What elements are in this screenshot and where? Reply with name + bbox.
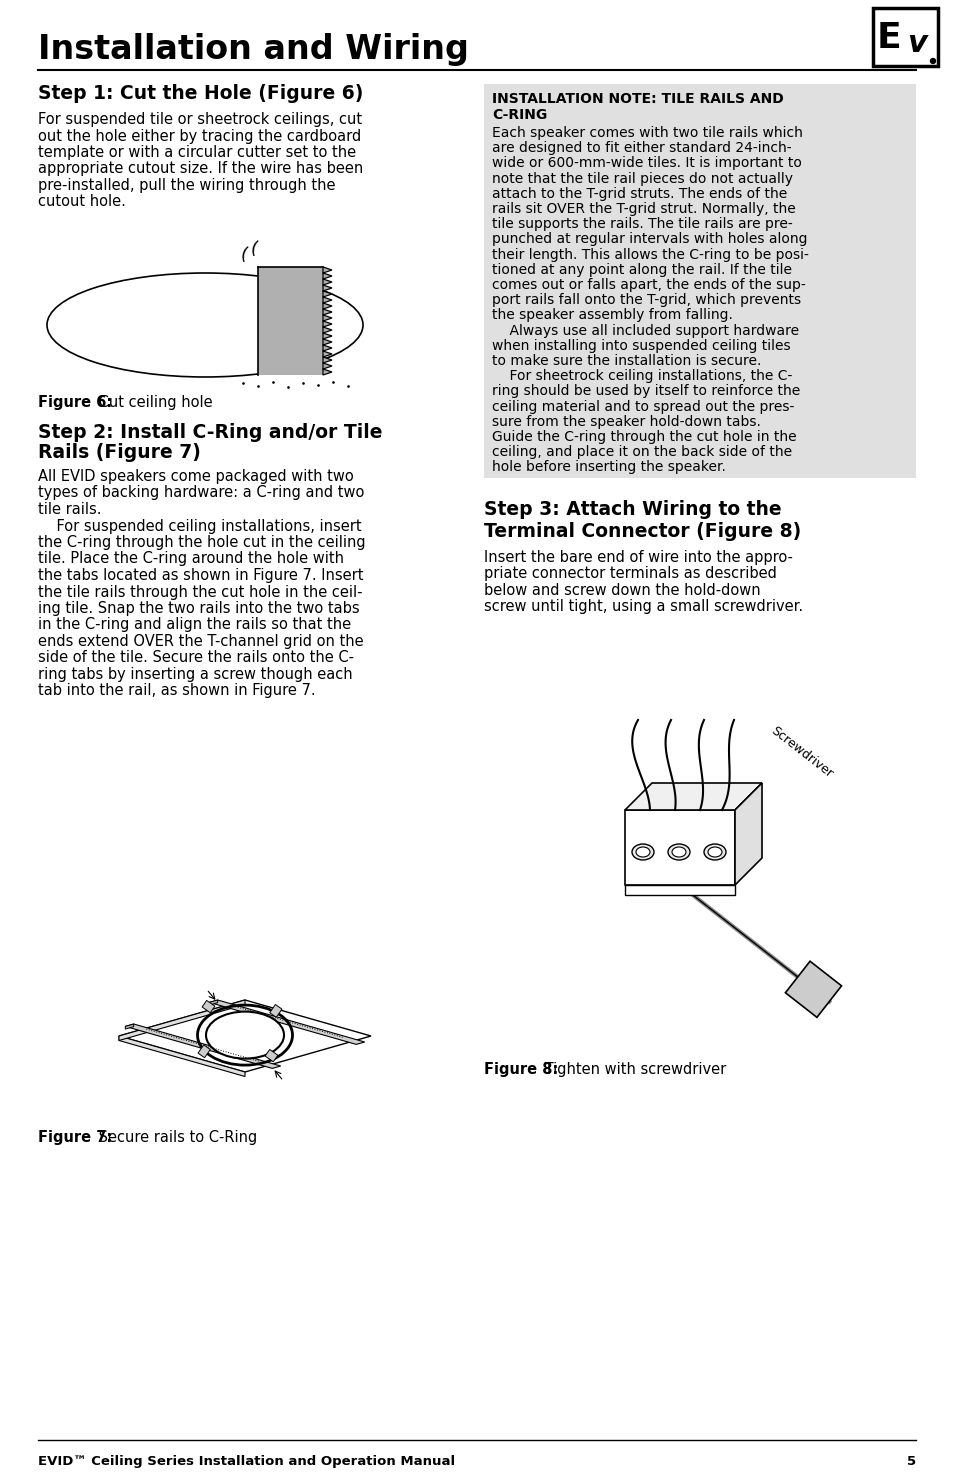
Polygon shape [784,962,841,1018]
Bar [257,267,323,375]
Text: tioned at any point along the rail. If the tile: tioned at any point along the rail. If t… [492,263,791,277]
Polygon shape [119,1035,245,1077]
Polygon shape [734,783,761,885]
Text: EVID™ Ceiling Series Installation and Operation Manual: EVID™ Ceiling Series Installation and Op… [38,1454,455,1468]
Text: their length. This allows the C-ring to be posi-: their length. This allows the C-ring to … [492,248,808,261]
Circle shape [929,59,935,63]
Text: Terminal Connector (Figure 8): Terminal Connector (Figure 8) [483,522,801,541]
Text: note that the tile rail pieces do not actually: note that the tile rail pieces do not ac… [492,171,792,186]
Text: tile rails.: tile rails. [38,502,101,518]
Text: Insert the bare end of wire into the appro-: Insert the bare end of wire into the app… [483,550,792,565]
Ellipse shape [707,847,721,857]
Polygon shape [323,267,332,375]
Bar [270,1004,282,1018]
Text: comes out or falls apart, the ends of the sup-: comes out or falls apart, the ends of th… [492,277,805,292]
Text: Step 2: Install C-Ring and/or Tile: Step 2: Install C-Ring and/or Tile [38,423,382,442]
Text: below and screw down the hold-down: below and screw down the hold-down [483,583,760,597]
Text: ring should be used by itself to reinforce the: ring should be used by itself to reinfor… [492,385,800,398]
Text: the C-ring through the hole cut in the ceiling: the C-ring through the hole cut in the c… [38,535,365,550]
Bar [872,7,937,66]
Text: Rails (Figure 7): Rails (Figure 7) [38,442,201,462]
Text: ceiling material and to spread out the pres-: ceiling material and to spread out the p… [492,400,794,413]
Bar [624,885,734,895]
Text: attach to the T-grid struts. The ends of the: attach to the T-grid struts. The ends of… [492,187,786,201]
Text: 5: 5 [906,1454,915,1468]
Polygon shape [119,1000,245,1040]
Polygon shape [209,1000,364,1044]
Text: Figure 6:: Figure 6: [38,395,112,410]
Text: tab into the rail, as shown in Figure 7.: tab into the rail, as shown in Figure 7. [38,683,315,699]
Polygon shape [209,1000,217,1004]
Text: sure from the speaker hold-down tabs.: sure from the speaker hold-down tabs. [492,414,760,429]
Text: Screwdriver: Screwdriver [767,724,834,780]
Text: when installing into suspended ceiling tiles: when installing into suspended ceiling t… [492,339,790,353]
Ellipse shape [47,273,363,378]
Text: the speaker assembly from falling.: the speaker assembly from falling. [492,308,732,323]
Text: Figure 8:: Figure 8: [483,1062,558,1077]
Text: INSTALLATION NOTE: TILE RAILS AND: INSTALLATION NOTE: TILE RAILS AND [492,91,783,106]
Ellipse shape [671,847,685,857]
Text: Step 1: Cut the Hole (Figure 6): Step 1: Cut the Hole (Figure 6) [38,84,363,103]
Text: All EVID speakers come packaged with two: All EVID speakers come packaged with two [38,469,354,484]
Text: tile supports the rails. The tile rails are pre-: tile supports the rails. The tile rails … [492,217,792,232]
Text: template or with a circular cutter set to the: template or with a circular cutter set t… [38,145,355,159]
Text: in the C-ring and align the rails so that the: in the C-ring and align the rails so tha… [38,618,351,633]
Text: Installation and Wiring: Installation and Wiring [38,34,468,66]
Ellipse shape [631,844,654,860]
Text: For suspended tile or sheetrock ceilings, cut: For suspended tile or sheetrock ceilings… [38,112,362,127]
Text: out the hole either by tracing the cardboard: out the hole either by tracing the cardb… [38,128,361,143]
Text: Secure rails to C-Ring: Secure rails to C-Ring [94,1130,257,1145]
Text: wide or 600-mm-wide tiles. It is important to: wide or 600-mm-wide tiles. It is importa… [492,156,801,171]
Text: are designed to fit either standard 24-inch-: are designed to fit either standard 24-i… [492,142,791,155]
Text: ends extend OVER the T-channel grid on the: ends extend OVER the T-channel grid on t… [38,634,363,649]
Text: (: ( [248,239,259,258]
Polygon shape [119,1000,371,1072]
Text: side of the tile. Secure the rails onto the C-: side of the tile. Secure the rails onto … [38,650,354,665]
Text: tile. Place the C-ring around the hole with: tile. Place the C-ring around the hole w… [38,552,344,566]
Text: Tighten with screwdriver: Tighten with screwdriver [539,1062,725,1077]
Text: pre-installed, pull the wiring through the: pre-installed, pull the wiring through t… [38,178,335,193]
Text: port rails fall onto the T-grid, which prevents: port rails fall onto the T-grid, which p… [492,294,801,307]
Ellipse shape [667,844,689,860]
Bar [202,1000,214,1013]
Text: Step 3: Attach Wiring to the: Step 3: Attach Wiring to the [483,500,781,519]
Bar [198,1044,210,1058]
Text: For suspended ceiling installations, insert: For suspended ceiling installations, ins… [38,519,361,534]
Polygon shape [624,783,761,810]
Text: the tile rails through the cut hole in the ceil-: the tile rails through the cut hole in t… [38,584,362,599]
Text: ceiling, and place it on the back side of the: ceiling, and place it on the back side o… [492,445,791,459]
Text: types of backing hardware: a C-ring and two: types of backing hardware: a C-ring and … [38,485,364,500]
Bar [483,84,915,478]
Bar [624,810,734,885]
Ellipse shape [206,1012,284,1059]
Text: appropriate cutout size. If the wire has been: appropriate cutout size. If the wire has… [38,161,363,177]
Text: Cut ceiling hole: Cut ceiling hole [94,395,213,410]
Text: to make sure the installation is secure.: to make sure the installation is secure. [492,354,760,367]
Bar [265,1050,277,1062]
Text: v: v [906,28,926,58]
Text: For sheetrock ceiling installations, the C-: For sheetrock ceiling installations, the… [492,369,792,384]
Text: screw until tight, using a small screwdriver.: screw until tight, using a small screwdr… [483,599,802,614]
Text: E: E [876,21,901,55]
Text: hole before inserting the speaker.: hole before inserting the speaker. [492,460,725,475]
Polygon shape [125,1024,280,1068]
Text: (: ( [238,245,250,264]
Text: Guide the C-ring through the cut hole in the: Guide the C-ring through the cut hole in… [492,431,796,444]
Text: Always use all included support hardware: Always use all included support hardware [492,323,799,338]
Text: ing tile. Snap the two rails into the two tabs: ing tile. Snap the two rails into the tw… [38,600,359,617]
Text: Figure 7:: Figure 7: [38,1130,112,1145]
Text: the tabs located as shown in Figure 7. Insert: the tabs located as shown in Figure 7. I… [38,568,363,583]
Text: priate connector terminals as described: priate connector terminals as described [483,566,776,581]
Text: C-RING: C-RING [492,108,547,122]
Text: Each speaker comes with two tile rails which: Each speaker comes with two tile rails w… [492,125,802,140]
Text: punched at regular intervals with holes along: punched at regular intervals with holes … [492,233,806,246]
Text: cutout hole.: cutout hole. [38,195,126,209]
Text: rails sit OVER the T-grid strut. Normally, the: rails sit OVER the T-grid strut. Normall… [492,202,795,215]
Ellipse shape [636,847,649,857]
Polygon shape [125,1024,133,1030]
Text: ring tabs by inserting a screw though each: ring tabs by inserting a screw though ea… [38,667,353,681]
Ellipse shape [703,844,725,860]
